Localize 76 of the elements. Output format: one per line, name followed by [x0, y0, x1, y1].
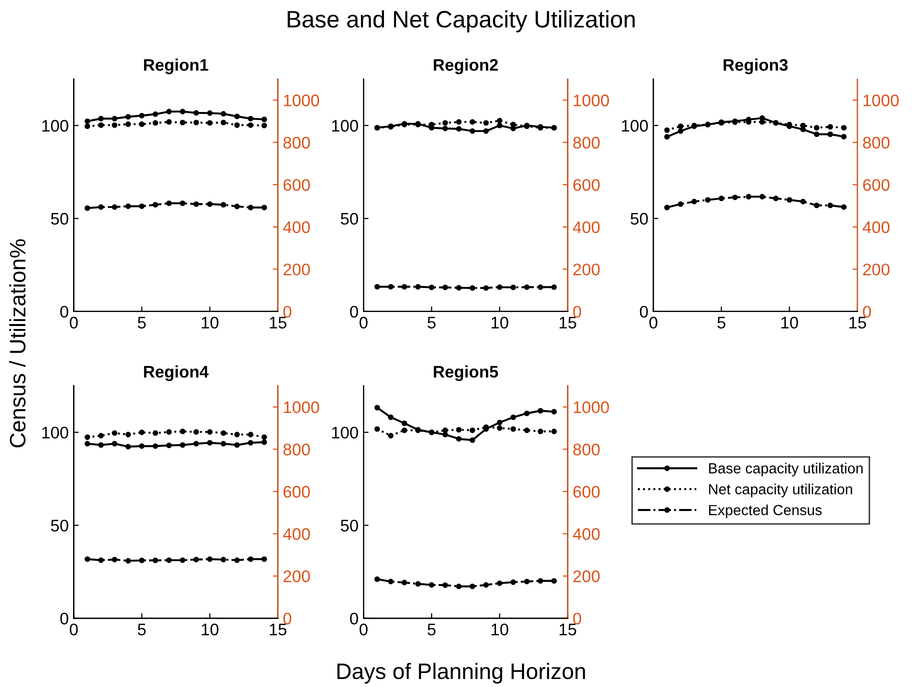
y-axis-title: Census / Utilization%	[9, 239, 26, 448]
y2-tick-label: 800	[573, 444, 600, 456]
y-tick-label: 50	[630, 212, 648, 225]
chart-title: Region1	[144, 58, 208, 74]
y2-tick-label: 0	[573, 306, 582, 318]
x-tick-label: 5	[717, 316, 726, 329]
y2-tick-label: 1000	[864, 94, 899, 106]
y2-tick-label: 400	[283, 528, 310, 540]
y2-tick-label: 600	[573, 179, 600, 191]
y2-tick-label: 200	[284, 570, 310, 582]
y2-tick-label: 200	[284, 264, 310, 276]
x-tick-label: 0	[649, 316, 658, 329]
y-tick-label: 0	[350, 612, 358, 625]
x-tick-label: 0	[70, 624, 78, 636]
x-tick-label: 10	[492, 316, 508, 329]
y2-tick-label: 400	[572, 221, 600, 234]
x-tick-label: 15	[270, 316, 286, 329]
y2-tick-label: 400	[283, 221, 310, 234]
y-tick-label: 100	[332, 120, 358, 132]
y2-tick-label: 600	[284, 486, 310, 498]
x-tick-label: 15	[560, 624, 576, 636]
x-tick-label: 5	[138, 316, 146, 329]
chart-title: Region5	[434, 365, 498, 382]
y-tick-label: 50	[51, 520, 68, 532]
y2-tick-label: 600	[573, 486, 600, 498]
y2-tick-label: 200	[863, 264, 890, 276]
y2-tick-label: 1000	[574, 94, 609, 106]
y-tick-label: 0	[350, 306, 358, 318]
y-tick-label: 50	[51, 212, 68, 225]
y2-tick-label: 800	[573, 136, 600, 149]
x-tick-label: 5	[428, 316, 436, 329]
x-tick-label: 10	[781, 316, 798, 329]
x-tick-label: 15	[849, 316, 866, 329]
y-tick-label: 100	[42, 120, 68, 132]
legend-label: Base capacity utilization	[709, 462, 863, 476]
y2-tick-label: 800	[863, 136, 890, 149]
chart-subtitle: Base and Net Capacity Utilization	[288, 10, 635, 32]
y2-tick-label: 0	[283, 612, 292, 625]
y2-tick-label: 600	[284, 179, 310, 191]
y-tick-label: 50	[340, 212, 358, 225]
x-tick-label: 15	[560, 316, 576, 329]
y2-tick-label: 600	[863, 179, 890, 191]
y-tick-label: 0	[60, 612, 68, 625]
legend-label: Expected Census	[709, 504, 822, 518]
x-tick-label: 0	[360, 624, 368, 636]
x-tick-label: 5	[138, 624, 146, 636]
chart-title: Region3	[724, 58, 788, 74]
chart-title: Region4	[144, 365, 209, 382]
y2-tick-label: 800	[283, 136, 310, 149]
x-tick-label: 0	[70, 316, 78, 329]
y-tick-label: 50	[340, 520, 358, 532]
x-tick-label: 10	[202, 624, 218, 636]
y-tick-label: 100	[332, 426, 358, 439]
y2-tick-label: 1000	[284, 401, 320, 414]
y2-tick-label: 0	[573, 612, 582, 625]
y2-tick-label: 400	[862, 221, 890, 234]
y2-tick-label: 1000	[284, 94, 320, 106]
x-axis-title: Days of Planning Horizon	[337, 662, 585, 684]
y-tick-label: 0	[640, 306, 648, 318]
y2-tick-label: 200	[573, 264, 600, 276]
legend-label: Net capacity utilization	[709, 484, 852, 498]
x-tick-label: 10	[202, 316, 218, 329]
chart-title: Region2	[434, 58, 498, 74]
y2-tick-label: 0	[862, 306, 871, 318]
x-tick-label: 0	[360, 316, 368, 329]
y-tick-label: 100	[42, 426, 68, 439]
x-tick-label: 5	[428, 624, 436, 636]
y-tick-label: 100	[622, 120, 648, 132]
x-tick-label: 15	[270, 624, 286, 636]
x-tick-label: 10	[492, 624, 508, 636]
y-tick-label: 0	[60, 306, 68, 318]
y2-tick-label: 800	[283, 444, 310, 456]
y2-tick-label: 1000	[574, 401, 609, 414]
y2-tick-label: 200	[573, 570, 600, 582]
y2-tick-label: 0	[283, 306, 292, 318]
y2-tick-label: 400	[572, 528, 600, 540]
